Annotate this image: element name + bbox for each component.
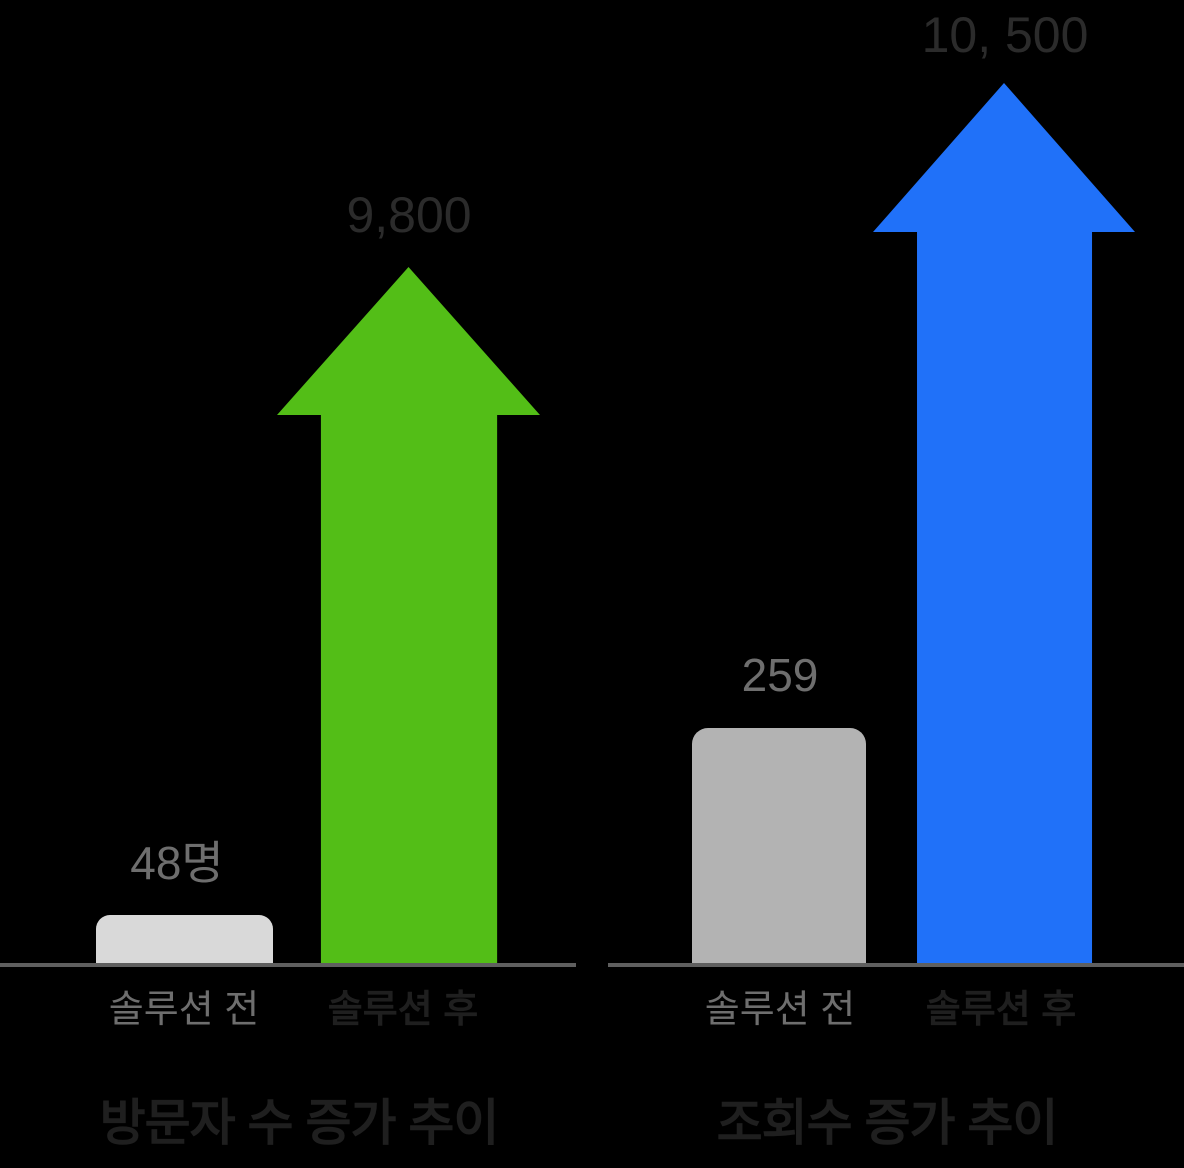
views-category-before: 솔루션 전 xyxy=(704,989,856,1031)
views-after-value-label: 10, 500 xyxy=(921,7,1089,63)
visitors-after-value-label: 9,800 xyxy=(346,187,472,243)
views-category-after: 솔루션 후 xyxy=(925,989,1077,1031)
visitors-category-before: 솔루션 전 xyxy=(108,989,260,1031)
views-after-arrow-up-icon xyxy=(873,83,1135,965)
visitors-before-value-label: 48명 xyxy=(130,837,224,889)
visitors-chart-title: 방문자 수 증가 추이 xyxy=(99,1095,500,1151)
views-axis-baseline xyxy=(608,963,1184,967)
views-before-bar xyxy=(692,728,866,965)
visitors-before-bar xyxy=(96,915,273,965)
views-chart-title: 조회수 증가 추이 xyxy=(716,1095,1059,1151)
views-before-value-label: 259 xyxy=(741,649,819,701)
visitors-axis-baseline xyxy=(0,963,576,967)
visitors-category-after: 솔루션 후 xyxy=(327,989,479,1031)
